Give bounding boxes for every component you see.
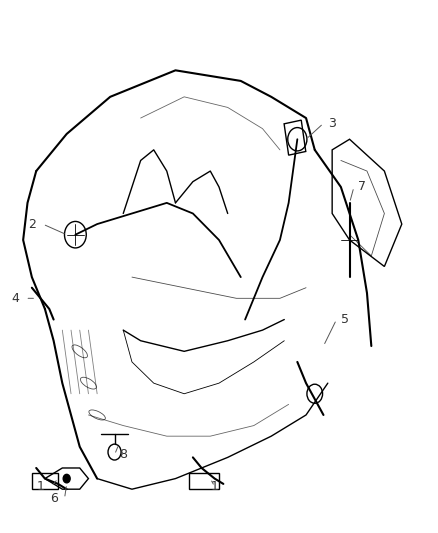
Text: 4: 4 <box>11 292 19 305</box>
Bar <box>188 473 219 489</box>
Text: 1: 1 <box>211 480 219 493</box>
Text: 3: 3 <box>328 117 336 130</box>
Bar <box>284 120 306 155</box>
Circle shape <box>63 474 70 483</box>
Text: 6: 6 <box>50 492 58 505</box>
Bar <box>32 473 58 489</box>
Text: 7: 7 <box>358 181 366 193</box>
Text: 2: 2 <box>28 217 36 231</box>
Text: 1: 1 <box>37 480 45 493</box>
Text: 8: 8 <box>119 448 127 461</box>
Text: 5: 5 <box>341 313 349 326</box>
